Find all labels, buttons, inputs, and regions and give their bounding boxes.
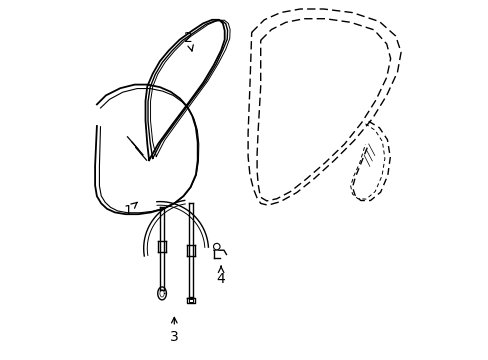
Text: 1: 1 (123, 202, 137, 217)
Text: 4: 4 (216, 266, 225, 286)
Text: 2: 2 (184, 31, 193, 51)
Circle shape (213, 243, 220, 250)
Text: 3: 3 (169, 318, 178, 343)
